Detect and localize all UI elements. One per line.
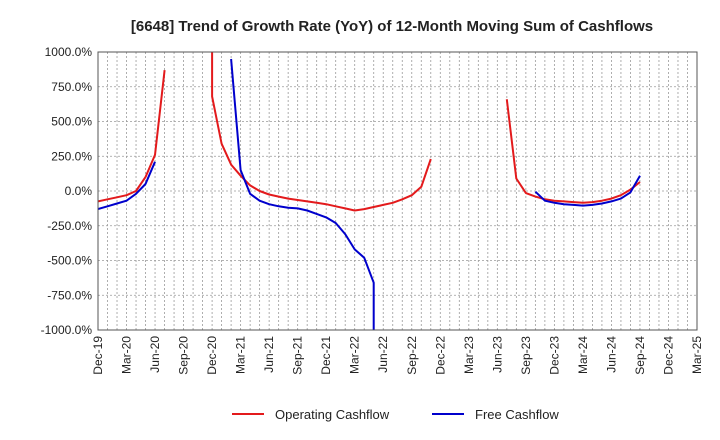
x-tick-label: Mar-23 [462, 336, 476, 374]
y-tick-label: 500.0% [51, 115, 92, 129]
chart-title: [6648] Trend of Growth Rate (YoY) of 12-… [131, 18, 653, 35]
series-line [211, 52, 432, 212]
x-tick-label: Mar-21 [234, 336, 248, 374]
y-tick-label: 750.0% [51, 80, 92, 94]
axes: 1000.0% 750.0% 500.0% 250.0% 0.0% -250.0% -500… [41, 45, 704, 375]
x-tick-label: Dec-20 [205, 336, 219, 375]
x-tick-label: Dec-19 [91, 336, 105, 375]
series-line [505, 99, 641, 204]
x-tick-label: Dec-24 [661, 336, 675, 375]
x-tick-label: Sep-22 [405, 336, 419, 375]
y-tick-label: -250.0% [47, 219, 92, 233]
x-tick-label: Jun-21 [262, 336, 276, 373]
legend-label: Free Cashflow [475, 407, 559, 422]
x-tick-label: Sep-24 [633, 336, 647, 375]
legend-label: Operating Cashflow [275, 407, 390, 422]
y-tick-label: 1000.0% [45, 45, 93, 59]
x-tick-label: Jun-20 [148, 336, 162, 373]
series-line [98, 161, 156, 211]
x-tick-label: Sep-23 [519, 336, 533, 375]
x-tick-label: Mar-24 [576, 336, 590, 374]
x-tick-label: Jun-23 [490, 336, 504, 373]
y-tick-label: -500.0% [47, 254, 92, 268]
legend: Operating Cashflow Free Cashflow [232, 407, 559, 422]
x-tick-label: Sep-21 [291, 336, 305, 375]
plot-frame [97, 51, 698, 331]
y-tick-label: -750.0% [47, 288, 92, 302]
y-tick-label: 0.0% [65, 184, 93, 198]
y-tick-label: -1000.0% [41, 323, 93, 337]
grid [98, 51, 697, 331]
series-layer [98, 52, 641, 330]
x-tick-label: Dec-23 [547, 336, 561, 375]
series-line [230, 58, 375, 330]
series-line [98, 69, 166, 203]
x-tick-label: Jun-24 [604, 336, 618, 373]
x-tick-label: Dec-22 [433, 336, 447, 375]
x-tick-label: Mar-20 [120, 336, 134, 374]
y-tick-label: 250.0% [51, 149, 92, 163]
x-tick-label: Jun-22 [376, 336, 390, 373]
x-tick-label: Sep-20 [177, 336, 191, 375]
x-tick-label: Mar-25 [690, 336, 704, 374]
x-tick-label: Mar-22 [348, 336, 362, 374]
plot-area [98, 52, 697, 330]
series-line [534, 175, 641, 207]
x-tick-label: Dec-21 [319, 336, 333, 375]
